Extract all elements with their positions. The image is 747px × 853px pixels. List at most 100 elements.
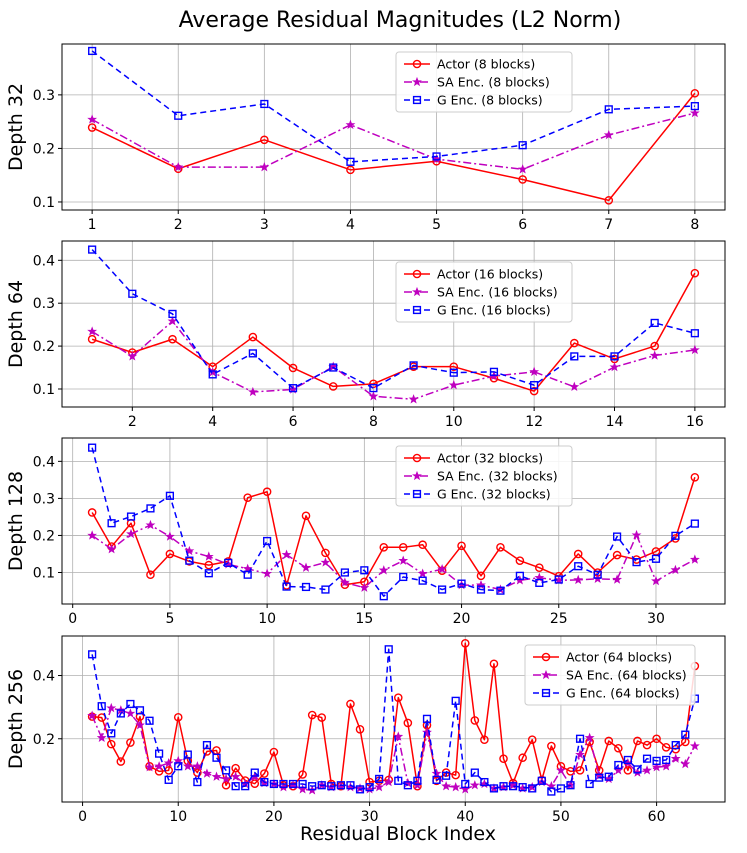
data-point: [508, 782, 518, 791]
data-point: [126, 528, 136, 539]
axes-frame: [61, 635, 726, 803]
legend-label: SA Enc. (64 blocks): [566, 668, 687, 683]
data-point: [584, 732, 595, 742]
data-point: [202, 768, 212, 778]
data-point: [398, 555, 409, 565]
data-point: [480, 777, 489, 787]
data-point: [476, 585, 486, 594]
axes: 1 2 3 4 5 6 7 8 0.1 0.2 0.3 Depth 32: [5, 83, 699, 233]
data-point: [339, 577, 350, 587]
data-point: [604, 105, 613, 114]
data-point: [642, 754, 652, 763]
legend-label: SA Enc. (32 blocks): [437, 469, 558, 484]
data-point: [518, 753, 527, 763]
x-tick-label: 4: [346, 217, 355, 233]
legend-marker: [541, 688, 551, 698]
chart-panel: 2 4 6 8 10 12 14 16 0.1 0.2 0.3 0.4 Depth 64 Actor (1…: [5, 240, 726, 430]
legend-marker: [412, 59, 422, 69]
data-point: [547, 787, 556, 796]
data-point: [368, 391, 379, 401]
data-point: [184, 545, 195, 556]
data-point: [631, 529, 642, 540]
data-point: [529, 386, 539, 396]
axes: 0 10 20 30 40 50 60 0.2 0.4 Depth 256: [5, 669, 666, 825]
legend-box: [524, 644, 696, 706]
series-line: [91, 272, 696, 392]
data-point: [262, 487, 272, 497]
data-point: [242, 563, 253, 573]
data-point: [418, 576, 427, 585]
data-point: [432, 152, 441, 161]
legend-marker: [541, 669, 551, 680]
data-point: [489, 659, 499, 669]
data-point: [383, 776, 394, 787]
data-point: [651, 554, 661, 563]
data-point: [476, 571, 486, 581]
data-point: [281, 549, 292, 559]
data-point: [403, 781, 412, 790]
data-point: [457, 579, 466, 588]
data-point: [263, 536, 272, 546]
data-point: [359, 582, 370, 592]
legend: Actor (32 blocks) SA Enc. (32 blocks) G En…: [395, 445, 573, 507]
x-tick-label: 8: [690, 217, 699, 233]
data-point: [575, 734, 585, 743]
x-tick-label: 30: [647, 611, 665, 627]
data-point: [135, 720, 145, 730]
data-point: [409, 361, 418, 370]
data-point: [307, 710, 317, 720]
data-point: [422, 727, 432, 737]
data-point: [570, 338, 579, 348]
data-point: [346, 781, 355, 790]
data-point: [604, 736, 614, 746]
data-point: [574, 562, 583, 571]
series-actor: [87, 472, 700, 590]
series-line: [91, 249, 696, 389]
data-point: [469, 780, 480, 790]
data-point: [633, 765, 642, 774]
data-point: [116, 757, 126, 766]
data-point: [547, 741, 556, 751]
data-point: [689, 107, 700, 118]
data-point: [432, 775, 441, 784]
data-point: [651, 762, 662, 772]
data-point: [365, 783, 374, 792]
y-tick-label: 0.3: [33, 88, 55, 104]
data-point: [126, 699, 135, 709]
data-point: [321, 585, 330, 594]
legend-marker: [412, 305, 422, 315]
data-point: [288, 363, 298, 373]
x-tick-label: 30: [361, 809, 379, 825]
data-point: [632, 558, 641, 567]
data-point: [535, 578, 544, 587]
data-point: [689, 740, 700, 751]
data-point: [288, 384, 298, 393]
data-point: [301, 582, 311, 592]
legend-marker: [412, 453, 422, 463]
data-point: [88, 245, 97, 254]
axes-frame: [61, 43, 726, 211]
plot-area: [87, 245, 700, 404]
data-point: [116, 709, 125, 718]
data-point: [262, 568, 273, 578]
data-point: [537, 776, 546, 785]
data-point: [393, 693, 403, 702]
data-point: [174, 762, 183, 771]
data-point: [652, 756, 661, 765]
data-point: [393, 731, 404, 741]
data-point: [476, 579, 486, 590]
data-point: [450, 781, 461, 792]
data-point: [107, 729, 116, 738]
data-point: [145, 716, 154, 725]
gridlines: [62, 241, 725, 407]
data-point: [529, 366, 540, 377]
data-point: [535, 563, 544, 572]
series-line: [91, 707, 696, 792]
data-point: [614, 743, 623, 753]
data-point: [203, 551, 214, 561]
data-point: [260, 99, 269, 109]
data-point: [269, 779, 279, 789]
data-point: [345, 119, 356, 130]
data-point: [496, 586, 505, 595]
data-point: [320, 557, 331, 567]
